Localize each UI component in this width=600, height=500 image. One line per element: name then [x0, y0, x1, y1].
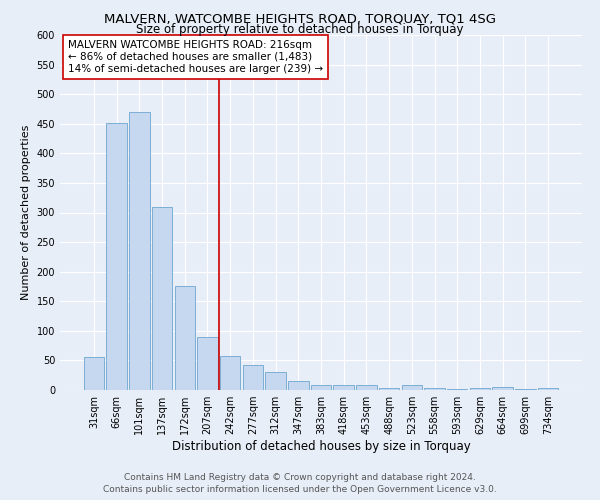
Bar	[265, 372, 286, 390]
Bar	[515, 389, 536, 390]
Bar	[175, 286, 195, 390]
Bar	[288, 381, 308, 390]
Bar	[493, 387, 513, 390]
Y-axis label: Number of detached properties: Number of detached properties	[21, 125, 31, 300]
Text: MALVERN WATCOMBE HEIGHTS ROAD: 216sqm
← 86% of detached houses are smaller (1,48: MALVERN WATCOMBE HEIGHTS ROAD: 216sqm ← …	[68, 40, 323, 74]
Bar	[401, 386, 422, 390]
Text: MALVERN, WATCOMBE HEIGHTS ROAD, TORQUAY, TQ1 4SG: MALVERN, WATCOMBE HEIGHTS ROAD, TORQUAY,…	[104, 12, 496, 26]
Bar	[220, 356, 241, 390]
Bar	[470, 388, 490, 390]
Text: Contains HM Land Registry data © Crown copyright and database right 2024.
Contai: Contains HM Land Registry data © Crown c…	[103, 472, 497, 494]
Bar	[311, 386, 331, 390]
Bar	[129, 112, 149, 390]
Bar	[242, 364, 263, 390]
X-axis label: Distribution of detached houses by size in Torquay: Distribution of detached houses by size …	[172, 440, 470, 453]
Bar	[356, 386, 377, 390]
Bar	[84, 358, 104, 390]
Bar	[197, 337, 218, 390]
Bar	[106, 122, 127, 390]
Bar	[152, 206, 172, 390]
Bar	[447, 389, 467, 390]
Bar	[334, 386, 354, 390]
Bar	[379, 388, 400, 390]
Bar	[424, 388, 445, 390]
Text: Size of property relative to detached houses in Torquay: Size of property relative to detached ho…	[136, 22, 464, 36]
Bar	[538, 388, 558, 390]
